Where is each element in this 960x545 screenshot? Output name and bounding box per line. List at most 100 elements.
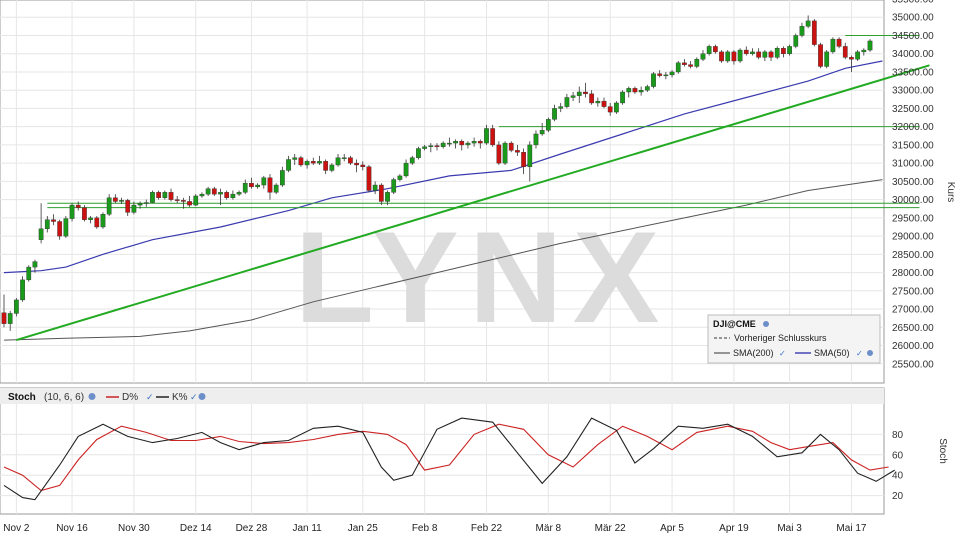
candle-body [632, 88, 638, 93]
candle-body [82, 207, 87, 220]
candle-body [712, 46, 718, 53]
check-icon: ✓ [190, 392, 198, 402]
candle-body [737, 49, 743, 62]
candle-body [51, 219, 56, 222]
candle-body [100, 214, 106, 228]
candle-body [416, 148, 421, 158]
candle-body [527, 144, 533, 167]
candle-body [354, 162, 359, 166]
candle-body [372, 184, 378, 191]
candle-body [403, 162, 409, 177]
candle-body [304, 161, 310, 166]
candle-body [422, 146, 427, 149]
x-tick-label: Mai 3 [777, 523, 802, 534]
trend-line [16, 64, 930, 342]
candle-body [385, 192, 390, 202]
candle-body [477, 141, 483, 144]
candle-body [75, 204, 81, 208]
candle-body [391, 179, 397, 193]
stoch-axis-title: Stoch [937, 438, 948, 464]
candle-body [94, 217, 100, 228]
legend-box [707, 314, 881, 364]
legend-label-sma200: SMA(200) [733, 348, 774, 358]
y-tick-label: 32500.00 [892, 104, 934, 115]
stoch-title: Stoch [8, 392, 36, 403]
candle-body [242, 183, 248, 193]
candle-body [447, 142, 452, 145]
candle-body [459, 141, 465, 146]
candle-body [570, 95, 576, 98]
candle-body [453, 141, 458, 144]
x-tick-label: Mär 22 [595, 523, 627, 534]
candle-body [125, 200, 131, 213]
y-tick-label: 31500.00 [892, 140, 934, 151]
settings-icon [198, 393, 206, 400]
y-tick-label: 31000.00 [892, 159, 934, 170]
stoch-y-tick-label: 60 [892, 450, 904, 461]
candle-body [657, 73, 663, 76]
x-tick-label: Apr 19 [719, 523, 749, 534]
y-tick-label: 34000.00 [892, 49, 934, 60]
candle-body [781, 48, 786, 54]
candle-body [63, 218, 69, 237]
y-tick-label: 26500.00 [892, 323, 934, 334]
candle-body [119, 200, 124, 202]
candle-body [725, 51, 731, 62]
candle-body [211, 188, 217, 195]
candle-body [576, 91, 582, 96]
candle-body [360, 164, 366, 167]
y-tick-label: 35500.00 [892, 0, 934, 6]
candle-body [7, 313, 13, 324]
candle-body [750, 51, 755, 54]
candle-body [292, 157, 298, 160]
candle-body [218, 192, 223, 195]
candle-body [106, 197, 112, 215]
x-tick-label: Dez 14 [180, 523, 212, 534]
candle-body [484, 128, 489, 144]
y-tick-label: 33500.00 [892, 67, 934, 78]
candle-body [261, 177, 267, 186]
candle-body [589, 93, 595, 104]
y-tick-label: 30000.00 [892, 195, 934, 206]
candle-body [298, 157, 304, 166]
candle-body [88, 217, 93, 220]
candle-body [564, 97, 570, 107]
candle-body [719, 51, 724, 62]
legend-label-prev-close: Vorheriger Schlusskurs [734, 333, 827, 343]
candle-body [205, 188, 211, 195]
candle-body [323, 161, 329, 171]
candle-body [1, 312, 7, 324]
x-tick-label: Dez 28 [236, 523, 268, 534]
candle-body [799, 26, 805, 36]
settings-icon [763, 321, 769, 327]
candle-body [434, 145, 440, 147]
y-tick-label: 30500.00 [892, 177, 934, 188]
candle-body [224, 192, 230, 198]
x-tick-label: Jan 25 [348, 523, 378, 534]
candle-body [255, 184, 260, 188]
candle-body [69, 204, 75, 219]
candle-body [286, 159, 291, 171]
candle-body [694, 58, 700, 67]
watermark-text: LYNX [295, 204, 670, 350]
candle-body [731, 51, 737, 62]
check-icon: ✓ [779, 349, 786, 358]
x-tick-label: Feb 22 [471, 523, 503, 534]
candle-body [378, 184, 384, 202]
sma200-line [3, 179, 883, 341]
x-tick-label: Nov 2 [3, 523, 30, 534]
candle-body [688, 64, 693, 67]
candle-body [756, 51, 762, 58]
x-tick-label: Jan 11 [292, 523, 322, 534]
candle-body [545, 119, 551, 131]
candle-body [682, 62, 687, 65]
candle-body [521, 151, 526, 167]
candle-body [607, 106, 613, 113]
candle-body [38, 228, 44, 240]
candle-body [595, 100, 601, 104]
candle-body [187, 201, 192, 206]
candle-body [793, 35, 799, 47]
candle-body [743, 49, 749, 54]
y-tick-label: 27500.00 [892, 286, 934, 297]
